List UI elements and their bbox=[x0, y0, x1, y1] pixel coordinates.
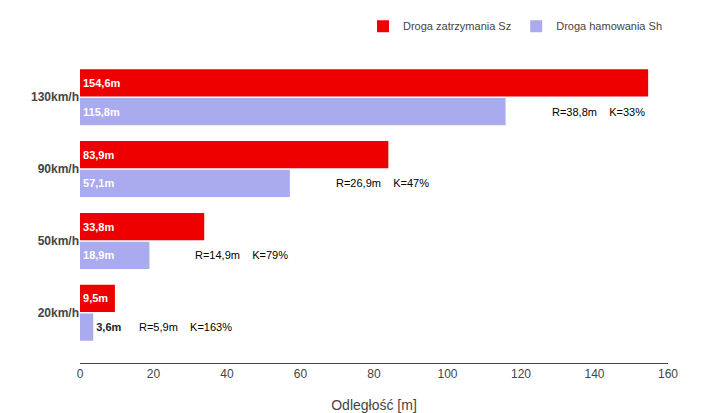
svg-text:154,6m: 154,6m bbox=[83, 77, 121, 89]
svg-text:R=14,9m K=79%: R=14,9m K=79% bbox=[195, 249, 288, 261]
svg-text:9,5m: 9,5m bbox=[83, 292, 108, 304]
svg-text:Droga zatrzymania Sz: Droga zatrzymania Sz bbox=[403, 20, 511, 32]
svg-text:Odległość [m]: Odległość [m] bbox=[331, 397, 417, 413]
svg-text:130km/h: 130km/h bbox=[31, 90, 79, 104]
svg-text:Droga hamowania Sh: Droga hamowania Sh bbox=[556, 20, 662, 32]
svg-text:18,9m: 18,9m bbox=[83, 249, 114, 261]
svg-text:80: 80 bbox=[367, 367, 381, 381]
svg-text:3,6m: 3,6m bbox=[96, 321, 121, 333]
svg-text:160: 160 bbox=[658, 367, 678, 381]
svg-text:140: 140 bbox=[584, 367, 604, 381]
svg-text:50km/h: 50km/h bbox=[38, 234, 79, 248]
svg-text:20: 20 bbox=[147, 367, 161, 381]
svg-text:R=26,9m K=47%: R=26,9m K=47% bbox=[336, 177, 429, 189]
svg-text:0: 0 bbox=[77, 367, 84, 381]
svg-text:33,8m: 33,8m bbox=[83, 221, 114, 233]
svg-text:100: 100 bbox=[437, 367, 457, 381]
svg-text:R=38,8m K=33%: R=38,8m K=33% bbox=[552, 106, 645, 118]
svg-text:57,1m: 57,1m bbox=[83, 177, 114, 189]
svg-text:90km/h: 90km/h bbox=[38, 162, 79, 176]
svg-text:120: 120 bbox=[511, 367, 531, 381]
svg-text:R=5,9m K=163%: R=5,9m K=163% bbox=[139, 321, 232, 333]
svg-text:40: 40 bbox=[220, 367, 234, 381]
svg-text:20km/h: 20km/h bbox=[38, 306, 79, 320]
svg-text:60: 60 bbox=[294, 367, 308, 381]
svg-text:83,9m: 83,9m bbox=[83, 149, 114, 161]
svg-text:115,8m: 115,8m bbox=[83, 106, 120, 118]
